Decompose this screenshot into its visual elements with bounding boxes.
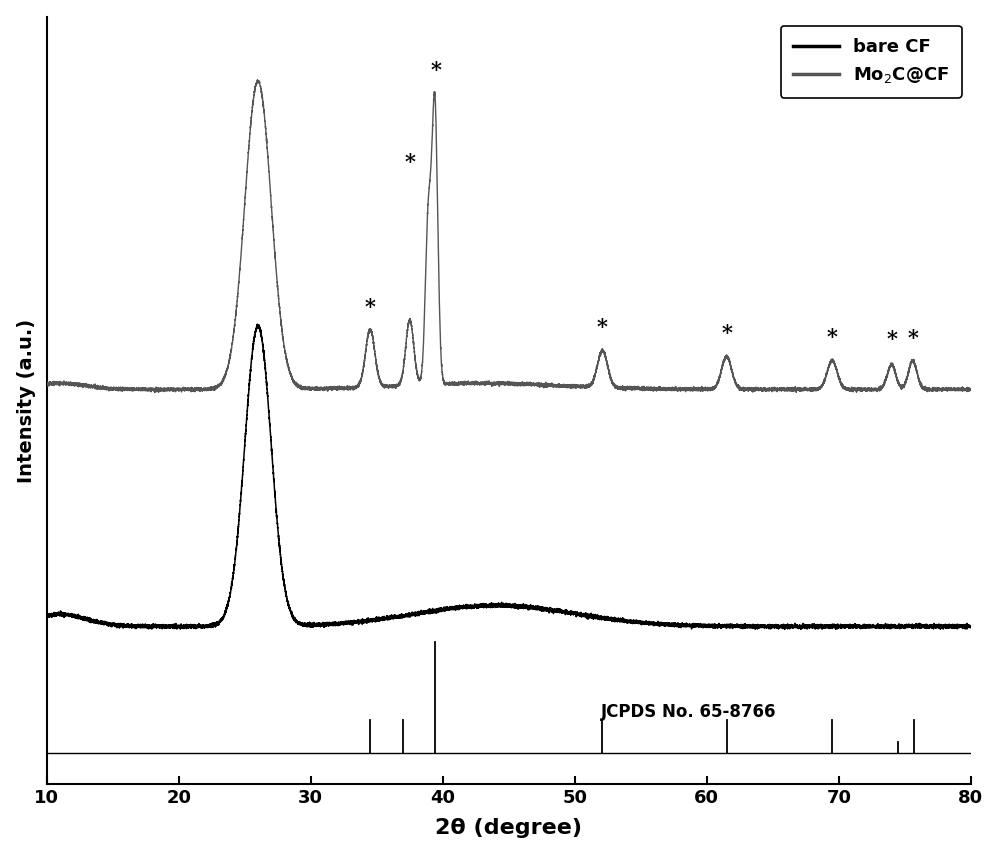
Legend: bare CF, Mo$_2$C@CF: bare CF, Mo$_2$C@CF	[781, 26, 962, 98]
Text: *: *	[827, 327, 838, 347]
Text: *: *	[365, 297, 376, 317]
Text: *: *	[886, 329, 897, 350]
Text: *: *	[431, 60, 442, 80]
X-axis label: 2θ (degree): 2θ (degree)	[435, 818, 582, 839]
Text: *: *	[907, 327, 918, 347]
Text: *: *	[721, 323, 732, 343]
Text: JCPDS No. 65-8766: JCPDS No. 65-8766	[601, 703, 777, 721]
Text: *: *	[597, 317, 608, 337]
Text: *: *	[404, 151, 415, 172]
Y-axis label: Intensity (a.u.): Intensity (a.u.)	[17, 318, 36, 482]
